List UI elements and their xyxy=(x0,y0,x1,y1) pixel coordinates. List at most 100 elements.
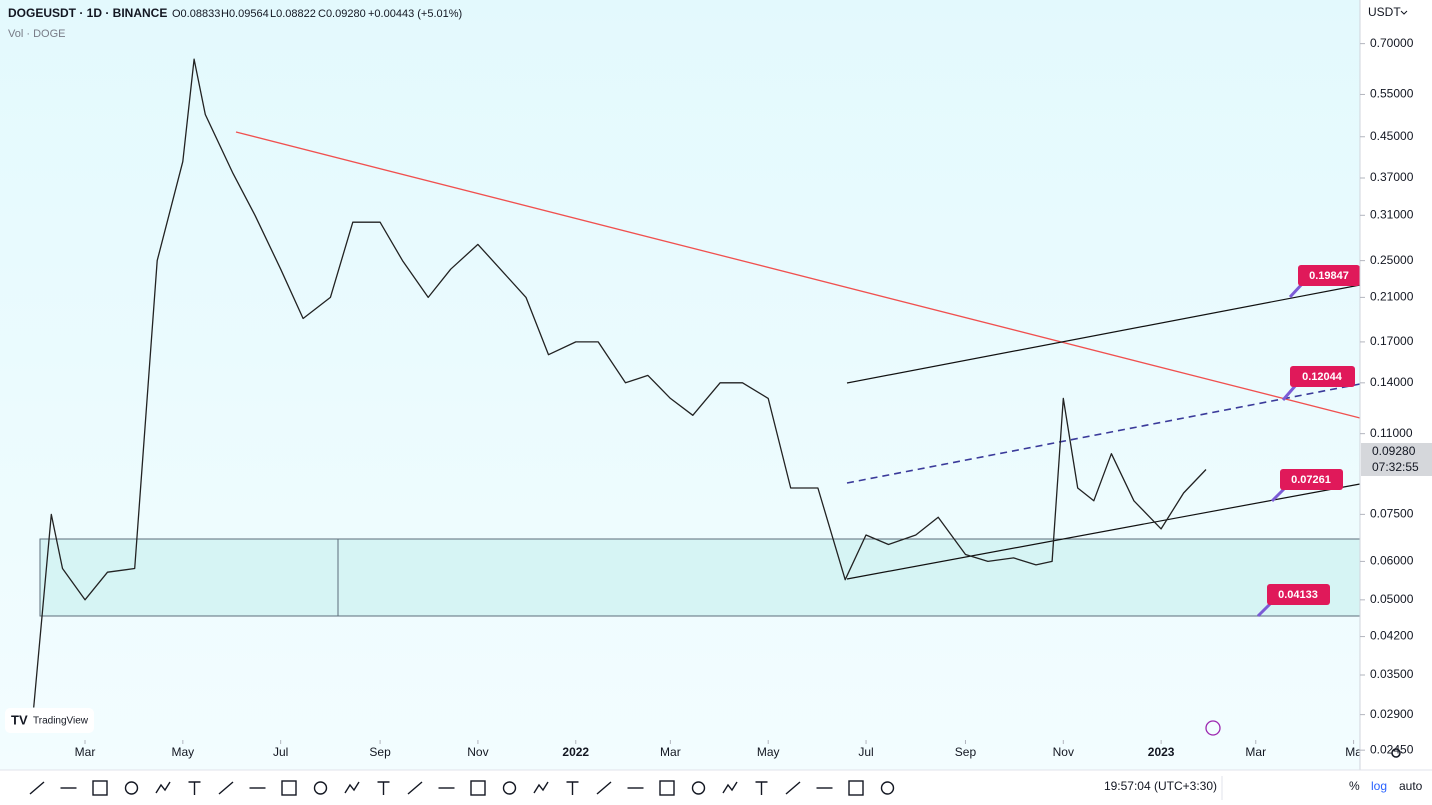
x-tick-label: Nov xyxy=(1053,745,1074,759)
callout-label: 0.07261 xyxy=(1291,474,1331,486)
y-tick-label: 0.04200 xyxy=(1370,629,1414,643)
tool-button[interactable] xyxy=(785,781,801,795)
tool-glyph[interactable] xyxy=(880,781,895,795)
tool-glyph[interactable] xyxy=(691,781,706,795)
tool-button[interactable] xyxy=(566,781,579,795)
tool-button[interactable] xyxy=(92,780,108,796)
settings-icon[interactable] xyxy=(1391,748,1401,758)
tool-button[interactable] xyxy=(407,781,423,795)
tool-glyph[interactable] xyxy=(470,780,486,796)
tool-glyph[interactable] xyxy=(188,781,201,795)
tool-glyph[interactable] xyxy=(29,781,45,795)
tool-glyph[interactable] xyxy=(848,780,864,796)
tool-button[interactable] xyxy=(188,781,201,795)
volume-label: Vol · DOGE xyxy=(8,28,65,40)
callout-box xyxy=(1280,469,1343,490)
x-tick-label: Jul xyxy=(858,745,873,759)
tool-button[interactable] xyxy=(155,781,171,794)
ohlc-open: O0.08833 xyxy=(172,8,220,20)
tool-button[interactable] xyxy=(470,780,486,796)
tool-glyph[interactable] xyxy=(785,781,801,795)
tool-button[interactable] xyxy=(848,780,864,796)
tool-glyph[interactable] xyxy=(313,781,328,795)
callout-pointer xyxy=(1281,384,1298,401)
callout-label: 0.19847 xyxy=(1309,270,1349,282)
ohlc-close: C0.09280 xyxy=(318,8,366,20)
callout-box xyxy=(1267,584,1330,605)
tool-button[interactable] xyxy=(344,781,360,794)
tool-button[interactable] xyxy=(755,781,768,795)
y-tick-label: 0.06000 xyxy=(1370,554,1414,568)
tool-glyph[interactable] xyxy=(533,781,549,794)
toolbar xyxy=(0,770,1432,805)
x-tick-label: 2023 xyxy=(1148,745,1175,759)
tool-glyph[interactable] xyxy=(596,781,612,795)
tool-glyph[interactable] xyxy=(281,780,297,796)
x-tick-label: Mar xyxy=(1245,745,1266,759)
y-tick-label: 0.45000 xyxy=(1370,129,1414,143)
tool-button[interactable] xyxy=(722,781,738,794)
clock: 19:57:04 (UTC+3:30) xyxy=(1104,779,1217,793)
tool-button[interactable] xyxy=(377,781,390,795)
y-tick-label: 0.05000 xyxy=(1370,592,1414,606)
y-tick-label: 0.55000 xyxy=(1370,87,1414,101)
tool-glyph[interactable] xyxy=(124,781,139,795)
tool-glyph[interactable] xyxy=(218,781,234,795)
y-tick-label: 0.03500 xyxy=(1370,667,1414,681)
tool-button[interactable] xyxy=(281,780,297,796)
countdown: 07:32:55 xyxy=(1372,460,1419,474)
callout-label: 0.04133 xyxy=(1278,589,1318,601)
tool-glyph[interactable] xyxy=(377,781,390,795)
y-tick-label: 0.37000 xyxy=(1370,170,1414,184)
plot-background xyxy=(0,0,1360,770)
channel-mid xyxy=(846,383,1361,484)
y-tick-label: 0.02450 xyxy=(1370,742,1414,756)
ohlc-high: H0.09564 xyxy=(221,8,269,20)
logo-box xyxy=(5,708,94,733)
last-price-box xyxy=(1361,443,1432,476)
tool-button[interactable] xyxy=(533,781,549,794)
tool-button[interactable] xyxy=(124,781,139,795)
tool-icons xyxy=(29,780,895,796)
log-toggle[interactable]: log xyxy=(1371,779,1387,793)
x-tick-label: May xyxy=(757,745,780,759)
tool-button[interactable] xyxy=(313,781,328,795)
y-tick-label: 0.31000 xyxy=(1370,207,1414,221)
tool-glyph[interactable] xyxy=(722,781,738,794)
percent-toggle[interactable]: % xyxy=(1349,779,1360,793)
tool-glyph[interactable] xyxy=(155,781,171,794)
currency-caret[interactable] xyxy=(1400,10,1408,15)
tool-glyph[interactable] xyxy=(502,781,517,795)
logo-text: TradingView xyxy=(33,716,89,727)
x-tick-label: May xyxy=(171,745,194,759)
tool-glyph[interactable] xyxy=(344,781,360,794)
range-box xyxy=(39,538,1361,617)
tool-button[interactable] xyxy=(880,781,895,795)
tool-button[interactable] xyxy=(596,781,612,795)
auto-toggle[interactable]: auto xyxy=(1399,779,1423,793)
x-tick-label: Mar xyxy=(75,745,96,759)
price-axis-panel xyxy=(1360,0,1432,770)
tool-button[interactable] xyxy=(218,781,234,795)
tool-glyph[interactable] xyxy=(659,780,675,796)
tool-glyph[interactable] xyxy=(407,781,423,795)
tool-glyph[interactable] xyxy=(92,780,108,796)
callout-box xyxy=(1298,265,1360,286)
tool-glyph[interactable] xyxy=(566,781,579,795)
currency[interactable]: USDT xyxy=(1368,5,1401,19)
tool-button[interactable] xyxy=(691,781,706,795)
ohlc-low: L0.08822 xyxy=(270,8,316,20)
tool-glyph[interactable] xyxy=(755,781,768,795)
y-tick-label: 0.14000 xyxy=(1370,375,1414,389)
x-axis: Mar May Jul Sep Nov 2022 Mar May Jul Sep Nov 2023 Ma… xyxy=(75,740,1362,759)
tool-button[interactable] xyxy=(29,781,45,795)
y-tick-label: 0.07500 xyxy=(1370,507,1414,521)
y-tick-label: 0.25000 xyxy=(1370,253,1414,267)
alert-icon[interactable] xyxy=(1205,720,1221,736)
channel-upper xyxy=(846,284,1361,384)
tool-button[interactable] xyxy=(502,781,517,795)
tool-button[interactable] xyxy=(659,780,675,796)
x-tick-label: Ma xyxy=(1345,745,1362,759)
y-tick-label: 0.70000 xyxy=(1370,36,1414,50)
